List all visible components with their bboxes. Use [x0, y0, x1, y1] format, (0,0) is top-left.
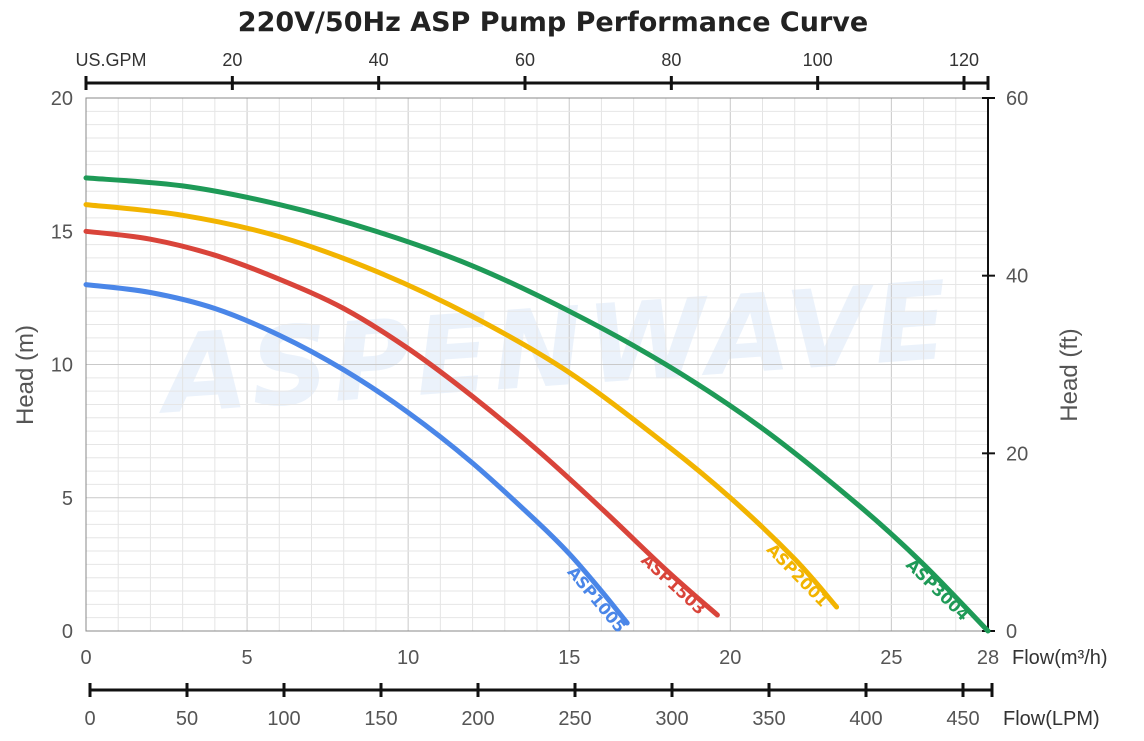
series-label-asp1005: ASP1005 [564, 563, 630, 637]
x-tick-label: 15 [558, 647, 580, 669]
y-axis-left: 0 5 10 15 20 [51, 88, 73, 643]
lpm-tick-label: 100 [267, 708, 300, 730]
gpm-tick-label: 40 [369, 50, 389, 70]
lpm-tick-label: 50 [176, 708, 198, 730]
lpm-tick-label: 300 [655, 708, 688, 730]
x-unit-label: Flow(m³/h) [1012, 647, 1108, 669]
y-tick-label: 0 [62, 621, 73, 643]
x-tick-label: 10 [397, 647, 419, 669]
lpm-tick-label: 150 [364, 708, 397, 730]
chart-title: 220V/50Hz ASP Pump Performance Curve [238, 7, 868, 38]
y-right-tick-label: 0 [1006, 621, 1017, 643]
brand-watermark: ASPENWAVE [151, 259, 955, 439]
gpm-unit-label: US.GPM [75, 50, 146, 70]
y-axis-title-right: Head (ft) [1056, 328, 1083, 421]
series-line-asp1005 [83, 282, 630, 626]
y-axis-title-left: Head (m) [12, 325, 39, 425]
lpm-tick-label: 250 [558, 708, 591, 730]
gpm-axis: 20 40 60 80 100 120 [84, 50, 990, 90]
series-line-asp3004 [83, 175, 991, 634]
x-axis-flow-m3h: 0 5 10 15 20 25 28 [80, 647, 999, 669]
lpm-tick-label: 350 [752, 708, 785, 730]
gpm-tick-label: 80 [661, 50, 681, 70]
x-tick-label: 25 [880, 647, 902, 669]
y-tick-label: 20 [51, 88, 73, 110]
x-tick-label: 5 [242, 647, 253, 669]
lpm-tick-label: 200 [461, 708, 494, 730]
series-label-asp3004: ASP3004 [902, 555, 973, 625]
y-axis-right: 0 20 40 60 [982, 88, 1028, 643]
lpm-unit-label: Flow(LPM) [1003, 708, 1100, 730]
gpm-tick-label: 60 [515, 50, 535, 70]
x-tick-label: 20 [719, 647, 741, 669]
gpm-tick-label: 120 [949, 50, 979, 70]
lpm-tick-label: 0 [84, 708, 95, 730]
grid [86, 98, 988, 631]
lpm-axis: 0 50 100 150 200 250 300 350 400 450 [84, 683, 994, 730]
gpm-tick-label: 20 [222, 50, 242, 70]
series-line-asp1503 [83, 228, 720, 618]
series-label-asp2001: ASP2001 [763, 540, 833, 611]
y-tick-label: 10 [51, 355, 73, 377]
series-line-asp2001 [83, 202, 840, 610]
gpm-tick-label: 100 [803, 50, 833, 70]
lpm-tick-label: 400 [849, 708, 882, 730]
y-tick-label: 5 [62, 488, 73, 510]
x-tick-label: 0 [80, 647, 91, 669]
x-tick-label: 28 [977, 647, 999, 669]
lpm-tick-label: 450 [946, 708, 979, 730]
y-right-tick-label: 40 [1006, 266, 1028, 288]
y-right-tick-label: 20 [1006, 443, 1028, 465]
y-tick-label: 15 [51, 221, 73, 243]
y-right-tick-label: 60 [1006, 88, 1028, 110]
